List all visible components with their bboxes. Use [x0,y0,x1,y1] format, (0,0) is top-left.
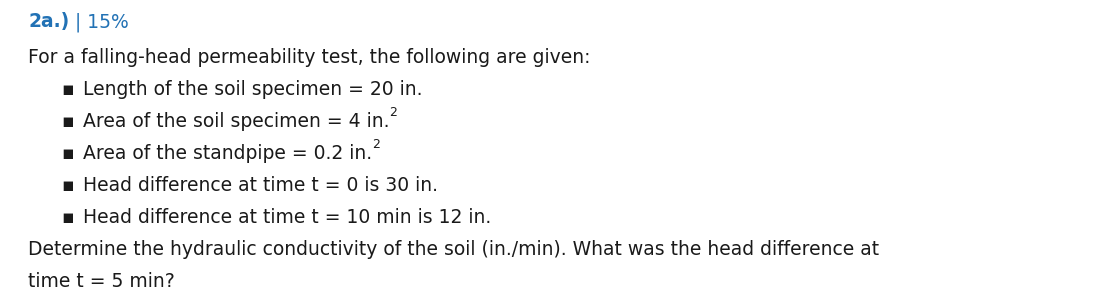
Text: 2: 2 [372,138,380,151]
Text: Determine the hydraulic conductivity of the soil (in./min). What was the head di: Determine the hydraulic conductivity of … [28,240,879,259]
Text: For a falling-head permeability test, the following are given:: For a falling-head permeability test, th… [28,48,591,67]
Text: Area of the soil specimen = 4 in.: Area of the soil specimen = 4 in. [83,112,389,131]
Text: 2a.): 2a.) [28,12,70,31]
Text: ▪: ▪ [61,176,74,195]
Text: Head difference at time t = 10 min is 12 in.: Head difference at time t = 10 min is 12… [83,208,491,227]
Text: Head difference at time t = 0 is 30 in.: Head difference at time t = 0 is 30 in. [83,176,438,195]
Text: Length of the soil specimen = 20 in.: Length of the soil specimen = 20 in. [83,80,422,99]
Text: ▪: ▪ [61,144,74,163]
Text: Area of the standpipe = 0.2 in.: Area of the standpipe = 0.2 in. [83,144,372,163]
Text: 2: 2 [389,106,397,119]
Text: ▪: ▪ [61,112,74,131]
Text: ▪: ▪ [61,208,74,227]
Text: | 15%: | 15% [70,12,129,32]
Text: ▪: ▪ [61,80,74,99]
Text: time t = 5 min?: time t = 5 min? [28,272,175,291]
